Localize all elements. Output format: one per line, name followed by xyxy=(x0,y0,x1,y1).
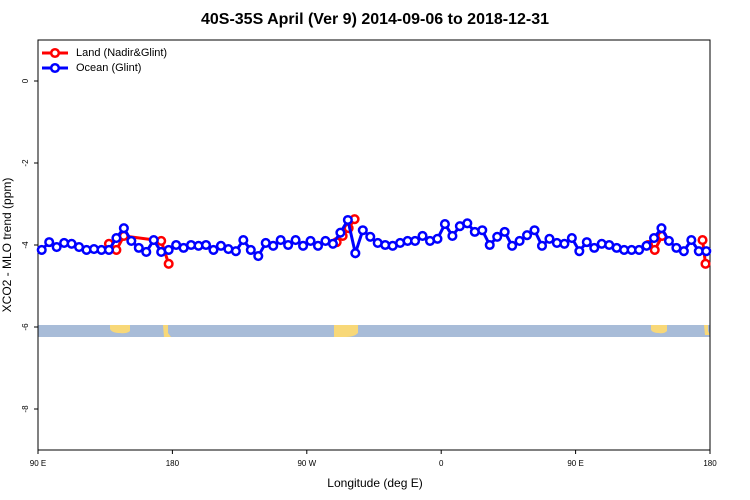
y-tick-label: 0 xyxy=(21,78,30,83)
point xyxy=(589,242,600,253)
point xyxy=(499,226,510,237)
point xyxy=(148,235,159,246)
point xyxy=(230,246,241,257)
point xyxy=(417,230,428,242)
point xyxy=(141,246,152,258)
x-tick-label: 180 xyxy=(166,459,180,468)
point xyxy=(245,244,256,255)
x-tick-label: 90 E xyxy=(567,459,583,468)
point xyxy=(36,244,47,255)
point xyxy=(649,244,660,255)
map-strip xyxy=(38,325,710,337)
point xyxy=(686,235,697,246)
x-tick-label: 90 W xyxy=(297,459,316,468)
legend-label: Land (Nadir&Glint) xyxy=(76,47,167,59)
legend-label: Ocean (Glint) xyxy=(76,62,141,74)
point xyxy=(44,237,55,248)
point xyxy=(634,244,645,255)
legend-marker xyxy=(49,62,61,74)
point xyxy=(439,219,450,230)
point xyxy=(574,246,585,257)
point xyxy=(133,242,144,253)
point xyxy=(283,239,294,251)
point xyxy=(111,232,122,244)
point xyxy=(103,244,114,255)
x-tick-label: 180 xyxy=(703,459,717,468)
x-tick-label: 0 xyxy=(439,459,444,468)
y-tick-label: -6 xyxy=(21,323,30,331)
point xyxy=(581,237,592,248)
point xyxy=(432,233,443,244)
y-tick-label: -2 xyxy=(21,159,30,167)
point xyxy=(365,231,376,242)
point xyxy=(697,235,708,246)
point xyxy=(522,230,533,241)
point xyxy=(477,225,488,236)
y-axis-label: XCO2 - MLO trend (ppm) xyxy=(0,178,14,313)
point xyxy=(536,240,548,251)
point xyxy=(208,244,219,255)
point xyxy=(410,235,421,246)
point xyxy=(701,246,712,257)
point xyxy=(312,240,324,251)
point xyxy=(268,240,279,251)
point xyxy=(641,240,652,251)
x-axis-label: Longitude (deg E) xyxy=(327,476,422,490)
point xyxy=(238,235,249,246)
point xyxy=(656,223,667,234)
point xyxy=(51,242,62,253)
point xyxy=(559,238,570,249)
x-tick-label: 90 E xyxy=(30,459,46,468)
point xyxy=(663,235,674,246)
point xyxy=(335,227,346,238)
point xyxy=(648,232,660,244)
point xyxy=(327,238,338,249)
point xyxy=(447,230,458,242)
point xyxy=(275,235,286,246)
point xyxy=(700,258,711,269)
point xyxy=(514,235,525,246)
point xyxy=(163,258,174,269)
point xyxy=(126,235,137,246)
point xyxy=(529,225,540,236)
point xyxy=(484,239,495,251)
point xyxy=(544,233,555,244)
point xyxy=(462,218,473,229)
point xyxy=(492,231,503,242)
point xyxy=(507,240,518,251)
chart-title: 40S-35S April (Ver 9) 2014-09-06 to 2018… xyxy=(201,11,549,28)
point xyxy=(678,246,689,257)
point xyxy=(298,240,309,251)
y-tick-label: -4 xyxy=(21,241,30,249)
point xyxy=(163,244,174,255)
point xyxy=(566,232,577,244)
point xyxy=(342,214,353,226)
point xyxy=(357,225,368,236)
point xyxy=(350,248,361,259)
point xyxy=(290,235,301,246)
point xyxy=(305,235,316,246)
y-tick-label: -8 xyxy=(21,405,30,413)
point xyxy=(200,239,212,251)
point xyxy=(118,223,129,234)
point xyxy=(253,251,264,262)
legend-marker xyxy=(49,47,61,59)
